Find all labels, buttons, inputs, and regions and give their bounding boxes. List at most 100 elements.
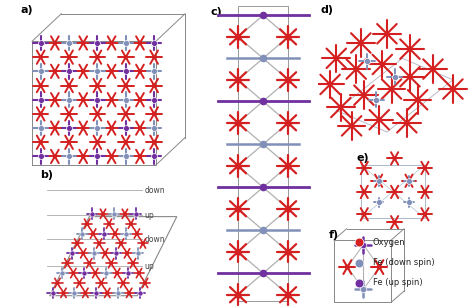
Point xyxy=(122,41,129,45)
Point xyxy=(125,290,133,295)
Point xyxy=(80,251,87,256)
Text: down: down xyxy=(144,186,165,195)
Text: c): c) xyxy=(211,7,222,17)
Point xyxy=(93,111,101,116)
Point xyxy=(122,140,129,145)
Text: a): a) xyxy=(20,5,33,15)
Point xyxy=(110,211,118,216)
Point xyxy=(122,111,129,116)
Point xyxy=(132,211,140,216)
Point xyxy=(136,154,144,159)
Point xyxy=(51,69,59,74)
Point xyxy=(373,97,380,102)
Point xyxy=(107,261,115,266)
Point xyxy=(93,41,101,45)
Text: Fe (up spin): Fe (up spin) xyxy=(373,278,422,287)
Point xyxy=(284,206,292,211)
Point xyxy=(80,41,87,45)
Text: e): e) xyxy=(356,153,369,163)
Point xyxy=(150,154,158,159)
Point xyxy=(37,41,45,45)
Point xyxy=(391,220,398,225)
Point xyxy=(360,242,367,247)
Point xyxy=(150,41,158,45)
Point xyxy=(108,69,115,74)
Point xyxy=(121,211,129,216)
Point xyxy=(101,251,109,256)
Point xyxy=(353,67,360,72)
Point xyxy=(356,240,363,245)
Text: Fe (down spin): Fe (down spin) xyxy=(373,258,435,267)
Point xyxy=(93,126,101,130)
Point xyxy=(73,241,81,246)
Point xyxy=(37,111,45,116)
Point xyxy=(348,123,356,128)
Point xyxy=(259,13,267,18)
Point xyxy=(361,165,368,170)
Point xyxy=(81,271,88,276)
Point xyxy=(70,271,77,276)
Point xyxy=(59,271,66,276)
Point xyxy=(332,56,340,61)
Point xyxy=(108,97,115,102)
Point xyxy=(65,111,73,116)
Point xyxy=(259,56,267,61)
Point xyxy=(361,189,368,194)
Point xyxy=(234,163,242,168)
Point xyxy=(113,271,121,276)
Point xyxy=(65,41,73,45)
Point xyxy=(133,231,141,236)
Text: b): b) xyxy=(40,170,53,180)
Text: up: up xyxy=(144,262,154,270)
Point xyxy=(65,126,73,130)
Text: Oxygen: Oxygen xyxy=(373,238,406,247)
Point xyxy=(234,77,242,82)
Point xyxy=(129,261,137,266)
Text: d): d) xyxy=(321,5,334,15)
Point xyxy=(136,126,144,130)
Point xyxy=(135,271,143,276)
Point xyxy=(259,99,267,104)
Point xyxy=(326,82,334,87)
Point xyxy=(122,126,129,130)
Point xyxy=(124,271,132,276)
Point xyxy=(122,97,129,102)
Point xyxy=(37,140,45,145)
Point xyxy=(93,69,101,74)
Point xyxy=(54,281,61,286)
Point xyxy=(65,154,73,159)
Point xyxy=(134,251,142,256)
Point xyxy=(37,154,45,159)
Point xyxy=(93,97,101,102)
Point xyxy=(100,231,108,236)
Point xyxy=(360,287,367,292)
Point xyxy=(234,34,242,39)
Point xyxy=(388,87,395,91)
Point xyxy=(136,69,144,74)
Point xyxy=(127,221,135,226)
Point xyxy=(137,290,144,295)
Point xyxy=(150,140,158,145)
Point xyxy=(421,189,428,194)
Point xyxy=(391,189,398,194)
Point xyxy=(391,74,398,79)
Point xyxy=(51,154,59,159)
Point xyxy=(337,105,345,110)
Point xyxy=(234,120,242,125)
Point xyxy=(93,140,101,145)
Point xyxy=(284,163,292,168)
Point xyxy=(108,154,115,159)
Point xyxy=(51,126,59,130)
Point xyxy=(150,111,158,116)
Point xyxy=(429,67,437,72)
Point xyxy=(406,74,414,79)
Point xyxy=(65,97,73,102)
Point xyxy=(49,290,56,295)
Point xyxy=(37,69,45,74)
Point xyxy=(80,126,87,130)
Point xyxy=(375,200,383,205)
Point xyxy=(78,231,86,236)
Point xyxy=(421,212,428,217)
Point xyxy=(80,69,87,74)
Point xyxy=(259,185,267,190)
